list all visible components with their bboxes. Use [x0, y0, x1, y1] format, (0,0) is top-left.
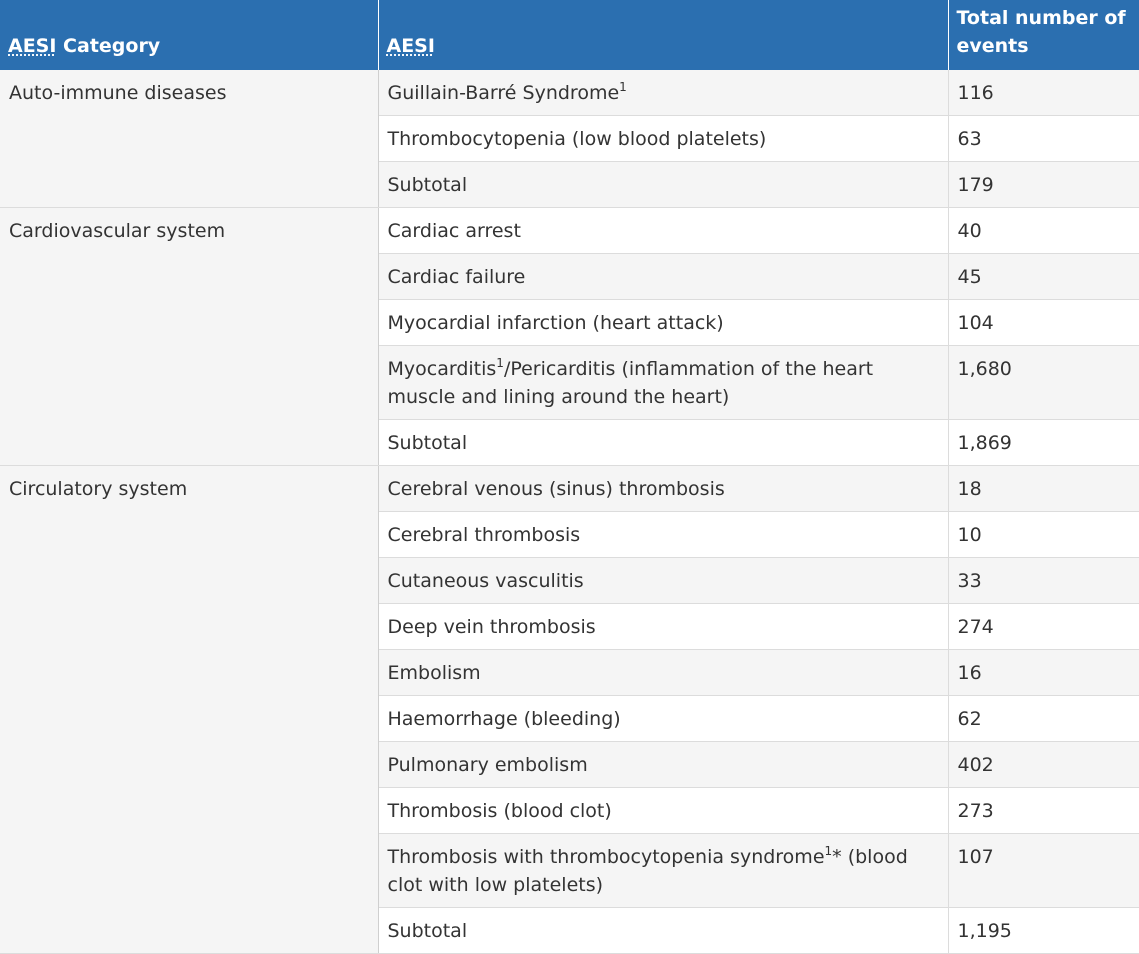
- total-cell: 274: [948, 603, 1139, 650]
- aesi-label: Cerebral venous (sinus) thrombosis: [387, 478, 725, 500]
- aesi-cell: Myocarditis1/Pericarditis (inflammation …: [378, 345, 949, 420]
- total-cell: 16: [948, 649, 1139, 696]
- aesi-cell: Cerebral venous (sinus) thrombosis: [378, 465, 949, 512]
- table-row: Subtotal 1,869: [0, 419, 1139, 466]
- aesi-label: Deep vein thrombosis: [387, 616, 596, 638]
- aesi-cell: Subtotal: [378, 907, 949, 954]
- total-cell: 1,869: [948, 419, 1139, 466]
- total-cell: 18: [948, 465, 1139, 512]
- category-cell: Cardiovascular system: [0, 207, 379, 466]
- total-cell: 1,680: [948, 345, 1139, 420]
- aesi-cell: Deep vein thrombosis: [378, 603, 949, 650]
- total-cell: 62: [948, 695, 1139, 742]
- header-category-rest: Category: [56, 35, 161, 57]
- header-aesi: AESI: [378, 0, 949, 70]
- aesi-label: Subtotal: [387, 174, 468, 196]
- table-row: Deep vein thrombosis 274: [0, 603, 1139, 650]
- table-row: Cutaneous vasculitis 33: [0, 557, 1139, 604]
- aesi-cell: Cardiac arrest: [378, 207, 949, 254]
- category-cell: Auto-immune diseases: [0, 70, 379, 208]
- aesi-cell: Haemorrhage (bleeding): [378, 695, 949, 742]
- table-row: Pulmonary embolism 402: [0, 741, 1139, 788]
- table-row: Haemorrhage (bleeding) 62: [0, 695, 1139, 742]
- total-cell: 45: [948, 253, 1139, 300]
- header-total-events: Total number of events: [948, 0, 1139, 70]
- aesi-label: Cutaneous vasculitis: [387, 570, 584, 592]
- aesi-cell: Thrombocytopenia (low blood platelets): [378, 115, 949, 162]
- aesi-label: Thrombocytopenia (low blood platelets): [387, 128, 767, 150]
- table-row: Thrombosis with thrombocytopenia syndrom…: [0, 833, 1139, 908]
- table-row: Myocardial infarction (heart attack) 104: [0, 299, 1139, 346]
- table-row: Auto-immune diseases Guillain-Barré Syndr…: [0, 70, 1139, 208]
- aesi-label-rest: * (blood clot with low platelets): [387, 846, 908, 896]
- aesi-label: Haemorrhage (bleeding): [387, 708, 621, 730]
- header-row: AESI Category AESI Total number of event…: [0, 0, 1139, 70]
- aesi-cell: Embolism: [378, 649, 949, 696]
- total-cell: 10: [948, 511, 1139, 558]
- table-row: Myocarditis1/Pericarditis (inflammation …: [0, 345, 1139, 420]
- total-cell: 33: [948, 557, 1139, 604]
- footnote-marker: 1: [496, 356, 504, 370]
- total-cell: 273: [948, 787, 1139, 834]
- aesi-label-rest: /Pericarditis (inflammation of the heart…: [387, 358, 874, 408]
- aesi-label: Myocarditis: [387, 358, 497, 380]
- aesi-label: Pulmonary embolism: [387, 754, 588, 776]
- aesi-cell: Cerebral thrombosis: [378, 511, 949, 558]
- aesi-cell: Cardiac failure: [378, 253, 949, 300]
- category-cell: Circulatory system: [0, 465, 379, 954]
- aesi-cell: Guillain-Barré Syndrome1: [378, 70, 949, 116]
- total-cell: 40: [948, 207, 1139, 254]
- aesi-label: Guillain-Barré Syndrome: [387, 82, 620, 104]
- total-cell: 107: [948, 833, 1139, 908]
- footnote-marker: 1: [824, 844, 833, 858]
- header-aesi-category: AESI Category: [0, 0, 379, 70]
- total-cell: 63: [948, 115, 1139, 162]
- header-category-abbr: AESI: [8, 35, 57, 57]
- aesi-cell: Subtotal: [378, 419, 949, 466]
- aesi-label: Embolism: [387, 662, 481, 684]
- total-cell: 104: [948, 299, 1139, 346]
- header-aesi-abbr: AESI: [386, 35, 435, 57]
- table-row: Thrombosis (blood clot) 273: [0, 787, 1139, 834]
- aesi-cell: Thrombosis with thrombocytopenia syndrom…: [378, 833, 949, 908]
- table-row: Cerebral thrombosis 10: [0, 511, 1139, 558]
- aesi-cell: Myocardial infarction (heart attack): [378, 299, 949, 346]
- total-cell: 402: [948, 741, 1139, 788]
- table-row: Circulatory system Cerebral venous (sinus…: [0, 465, 1139, 954]
- aesi-label: Cardiac failure: [387, 266, 526, 288]
- total-cell: 1,195: [948, 907, 1139, 954]
- table-row: Embolism 16: [0, 649, 1139, 696]
- aesi-cell: Thrombosis (blood clot): [378, 787, 949, 834]
- aesi-label: Cardiac arrest: [387, 220, 521, 242]
- aesi-label: Thrombosis (blood clot): [387, 800, 612, 822]
- aesi-cell: Pulmonary embolism: [378, 741, 949, 788]
- aesi-label: Cerebral thrombosis: [387, 524, 581, 546]
- aesi-label: Subtotal: [387, 920, 468, 942]
- table-row: Subtotal 179: [0, 161, 1139, 208]
- footnote-marker: 1: [619, 80, 627, 94]
- table-row: Cardiac failure 45: [0, 253, 1139, 300]
- total-cell: 179: [948, 161, 1139, 208]
- table-row: Thrombocytopenia (low blood platelets) 63: [0, 115, 1139, 162]
- aesi-label: Subtotal: [387, 432, 468, 454]
- total-cell: 116: [948, 70, 1139, 116]
- aesi-label: Myocardial infarction (heart attack): [387, 312, 724, 334]
- table-row: Cardiovascular system Cardiac arrest 40: [0, 207, 1139, 466]
- aesi-cell: Cutaneous vasculitis: [378, 557, 949, 604]
- aesi-label: Thrombosis with thrombocytopenia syndrom…: [387, 846, 825, 868]
- aesi-cell: Subtotal: [378, 161, 949, 208]
